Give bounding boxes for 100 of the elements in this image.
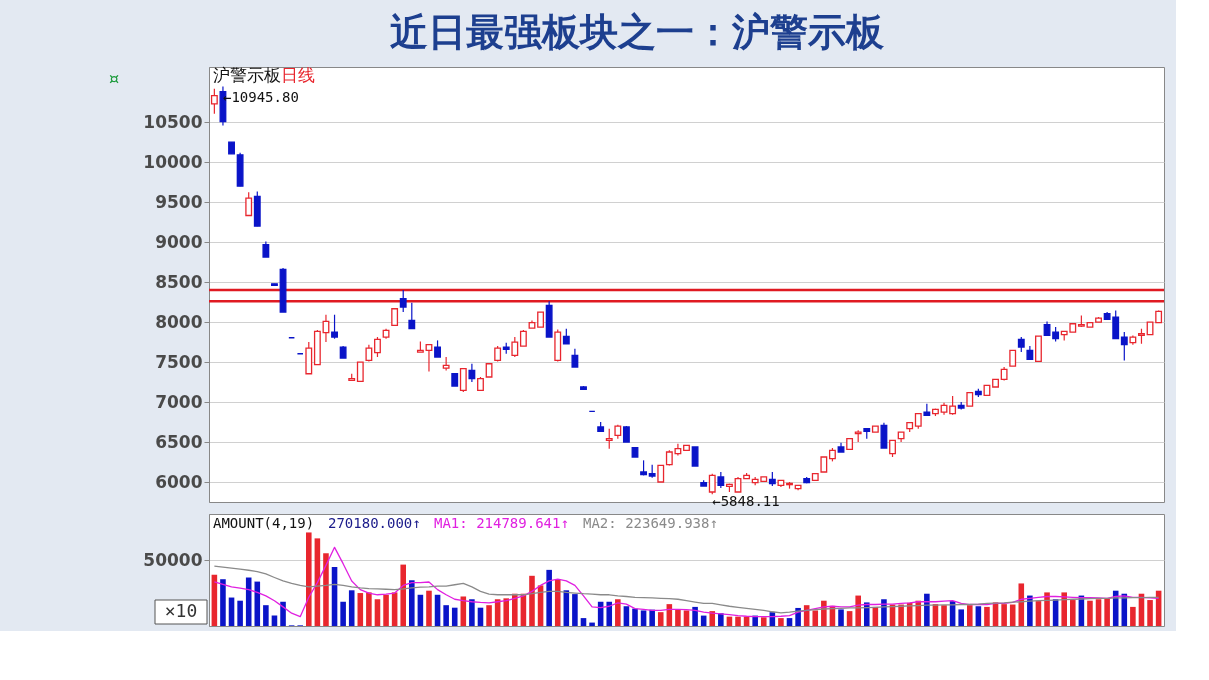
chart-title: 近日最强板块之一：沪警示板	[390, 9, 886, 54]
bar	[280, 601, 286, 626]
bar	[400, 564, 407, 626]
bar	[383, 594, 389, 626]
candlestick	[331, 314, 338, 340]
bar	[675, 609, 681, 626]
bar	[1001, 604, 1007, 626]
bar	[1061, 592, 1067, 626]
bar	[451, 607, 458, 626]
bar	[1018, 583, 1025, 626]
bar	[546, 569, 552, 626]
candlestick	[691, 446, 699, 467]
bar	[623, 606, 630, 626]
bar	[863, 602, 870, 626]
bar	[340, 601, 346, 626]
candlestick	[605, 428, 613, 450]
bar	[503, 598, 510, 626]
bar	[735, 616, 741, 626]
bar	[263, 605, 269, 626]
annotation: 日线	[281, 65, 315, 85]
annotation: 沪警示板	[213, 65, 281, 85]
bar	[709, 611, 716, 626]
bar	[898, 604, 904, 626]
bar	[323, 553, 329, 626]
bar	[1147, 600, 1153, 626]
bar	[1070, 600, 1076, 626]
bar	[778, 618, 784, 626]
annotation: 270180.000↑	[328, 515, 421, 531]
text: ¤	[109, 69, 120, 88]
candlestick	[425, 344, 433, 373]
bar	[554, 579, 561, 626]
bar	[838, 609, 844, 626]
bar	[357, 593, 364, 626]
candlestick	[245, 191, 253, 217]
bar	[529, 575, 535, 626]
candlestick	[442, 356, 450, 371]
bar	[649, 609, 655, 626]
bar	[237, 600, 243, 626]
bar	[984, 606, 990, 626]
bar	[657, 612, 664, 626]
candlestick	[374, 336, 381, 358]
candlestick	[408, 302, 416, 330]
bar	[846, 611, 853, 626]
bar	[254, 581, 261, 626]
candlestick	[511, 336, 519, 358]
bar	[580, 618, 587, 626]
bar	[374, 599, 381, 626]
candlestick	[459, 368, 467, 393]
y-tick-label: 7000	[155, 391, 203, 412]
bar	[966, 605, 973, 626]
text: MA1: 214789.641↑	[434, 515, 569, 531]
bar	[683, 610, 690, 626]
bar	[1112, 590, 1119, 626]
bar	[348, 590, 355, 626]
bar	[469, 599, 475, 626]
bar	[915, 600, 922, 626]
bar	[941, 605, 947, 626]
candlestick	[1120, 331, 1128, 361]
candlestick	[571, 348, 579, 368]
bar	[589, 622, 595, 626]
bar	[615, 599, 621, 626]
candlestick	[880, 422, 888, 449]
y-tick-label: 6500	[155, 431, 203, 452]
candlestick	[708, 473, 716, 495]
y-tick-label: 7500	[155, 351, 203, 372]
bar	[1087, 600, 1093, 626]
candlestick	[923, 403, 931, 417]
bar	[1035, 601, 1042, 626]
bar	[572, 594, 578, 626]
bar	[752, 615, 758, 626]
y-tick-label: 8000	[155, 311, 203, 332]
bar	[1095, 599, 1102, 626]
bar	[1044, 592, 1050, 626]
bar	[1104, 598, 1110, 626]
y-tick-label: 10000	[143, 151, 203, 172]
bar	[632, 608, 638, 626]
bar	[1130, 606, 1136, 626]
annotation: ←5848.11	[712, 493, 780, 510]
bar	[366, 592, 372, 626]
bar	[924, 593, 930, 626]
candlestick	[949, 395, 957, 416]
bar	[426, 590, 432, 626]
candlestick	[356, 361, 364, 383]
bar	[760, 617, 767, 626]
text: ×10	[164, 600, 198, 621]
y-tick-label: 9500	[155, 191, 203, 212]
bar	[975, 606, 982, 626]
bar	[692, 606, 698, 626]
bar	[606, 601, 613, 626]
bar	[220, 579, 226, 626]
y-tick-label: 6000	[155, 471, 203, 492]
bar	[409, 580, 415, 626]
y-tick-label: 10500	[143, 111, 203, 132]
y-tick-label: 50000	[143, 549, 203, 570]
annotation: AMOUNT(4,19)	[213, 515, 315, 531]
bar	[640, 610, 647, 626]
candlestick	[399, 289, 407, 313]
bar	[786, 618, 793, 626]
bar	[306, 532, 312, 626]
text: MA2: 223649.938↑	[583, 515, 718, 531]
